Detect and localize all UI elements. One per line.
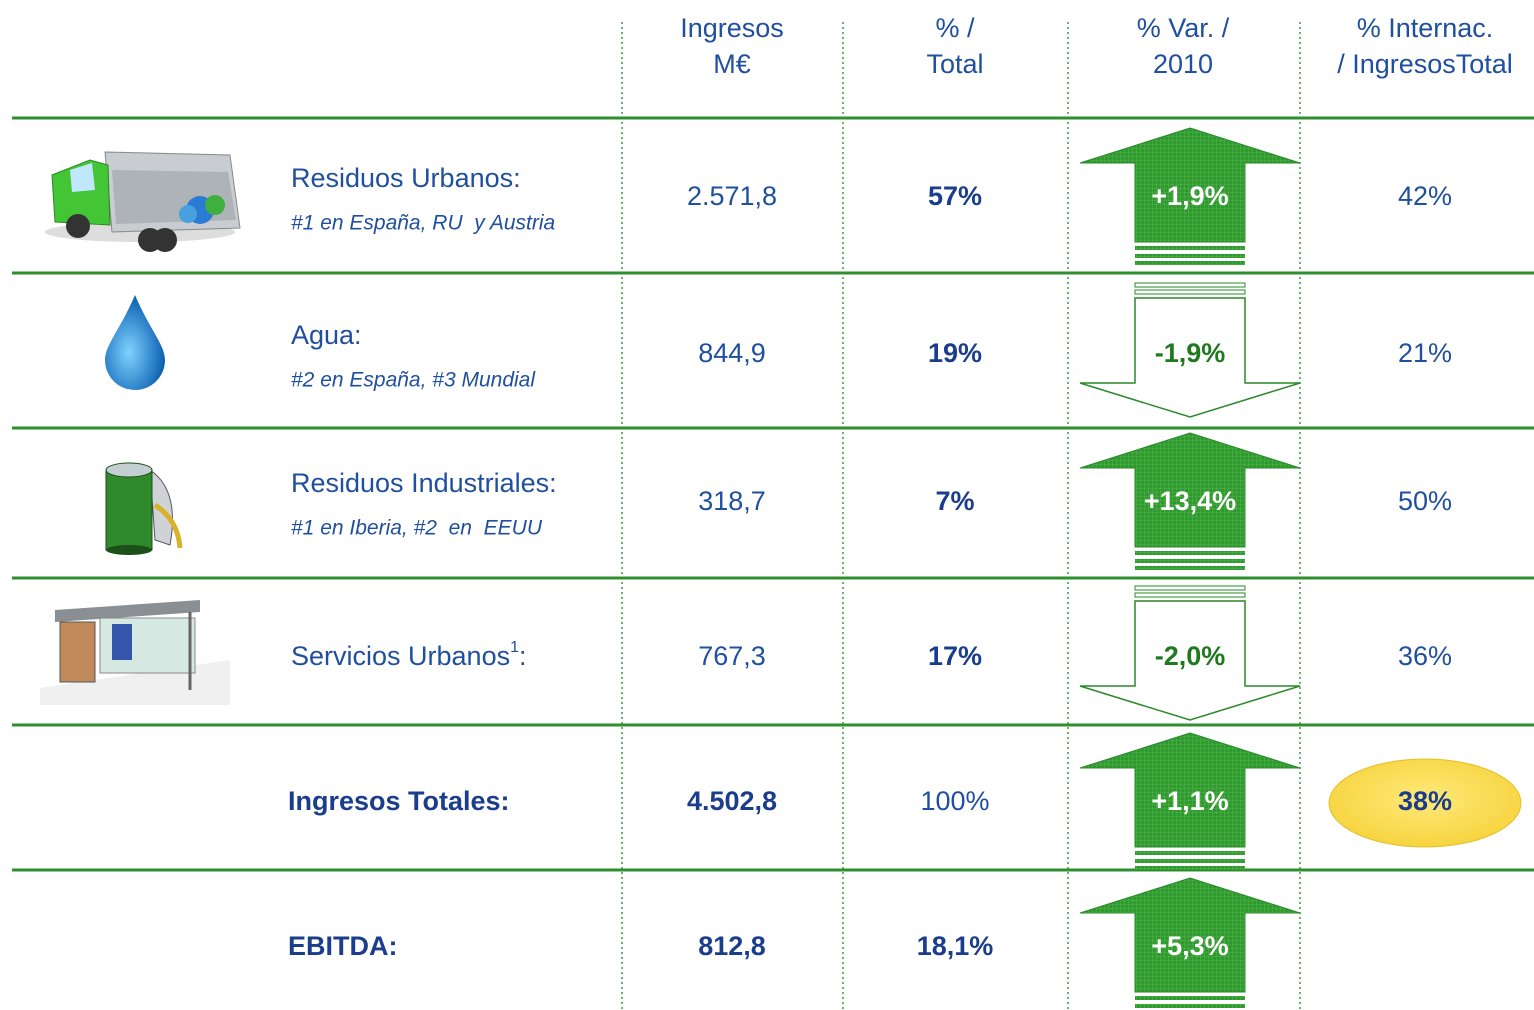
total-share-cell: 57% <box>928 181 982 211</box>
internac-cell: 36% <box>1398 641 1452 671</box>
arrow-stripe <box>1134 592 1246 598</box>
variation-cell: -2,0% <box>1155 641 1226 671</box>
total-share-cell: 100% <box>920 786 989 816</box>
up-arrow <box>1079 432 1301 548</box>
row-sublabel: #1 en Iberia, #2 en EEUU <box>291 517 543 540</box>
header-line: % Internac. <box>1357 13 1494 43</box>
row-sublabel: #2 en España, #3 Mundial <box>291 369 536 392</box>
icons <box>40 151 241 705</box>
internac-cell: 50% <box>1398 486 1452 516</box>
internac-cell: 42% <box>1398 181 1452 211</box>
variation-cell: +5,3% <box>1151 931 1228 961</box>
row-label-suffix: : <box>519 641 527 671</box>
row-sublabel: #1 en España, RU y Austria <box>291 212 555 235</box>
up-arrow <box>1079 877 1301 993</box>
variation-cell: -1,9% <box>1155 338 1226 368</box>
highlight-ellipse <box>1328 758 1522 848</box>
arrow-stripe <box>1135 1004 1245 1008</box>
ingresos-cell: 844,9 <box>698 338 766 368</box>
truck-icon <box>45 151 241 252</box>
total-share-cell: 18,1% <box>917 931 994 961</box>
arrow-stripe <box>1134 282 1246 288</box>
arrow-stripe <box>1135 559 1245 563</box>
arrow-stripe <box>1135 866 1245 870</box>
row-label: Residuos Industriales: <box>291 468 557 498</box>
arrow-stripe <box>1135 261 1245 265</box>
table: Ingresos M€ % / Total % Var. / 2010 % Internac… <box>288 13 1522 1008</box>
down-arrow <box>1079 297 1301 418</box>
variation-cell: +13,4% <box>1144 486 1236 516</box>
ingresos-cell: 2.571,8 <box>687 181 777 211</box>
arrow-stripe <box>1134 585 1246 591</box>
row-label: Residuos Urbanos: <box>291 163 521 193</box>
bus-shelter-icon <box>40 600 230 705</box>
arrow-stripe <box>1135 551 1245 555</box>
ingresos-cell: 318,7 <box>698 486 766 516</box>
header-line: Total <box>926 49 983 79</box>
column-header: Ingresos M€ <box>680 13 784 79</box>
barrel-icon <box>105 462 183 555</box>
variation-cell: +1,1% <box>1151 786 1228 816</box>
row-label: Ingresos Totales: <box>288 786 510 816</box>
total-share-cell: 7% <box>935 486 974 516</box>
row-label-text: Agua: <box>291 320 362 350</box>
column-header: % Var. / 2010 <box>1137 13 1230 79</box>
arrow-stripe <box>1135 246 1245 250</box>
arrow-stripe <box>1135 566 1245 570</box>
row-label-text: Servicios Urbanos <box>291 641 510 671</box>
header-line: % / <box>935 13 975 43</box>
down-arrow <box>1079 600 1301 721</box>
water-drop-icon <box>105 295 165 390</box>
header-line: Ingresos <box>680 13 784 43</box>
internac-cell: 21% <box>1398 338 1452 368</box>
column-header: % Internac. / IngresosTotal <box>1337 13 1513 79</box>
header-line: % Var. / <box>1137 13 1230 43</box>
arrow-stripe <box>1134 289 1246 295</box>
row-label: EBITDA: <box>288 931 398 961</box>
ingresos-cell: 812,8 <box>698 931 766 961</box>
row-label-text: Residuos Urbanos: <box>291 163 521 193</box>
variation-cell: +1,9% <box>1151 181 1228 211</box>
column-header: % / Total <box>926 13 983 79</box>
header-line: / IngresosTotal <box>1337 49 1513 79</box>
internac-cell: 38% <box>1398 786 1452 816</box>
ingresos-cell: 767,3 <box>698 641 766 671</box>
table-lines <box>12 22 1534 1010</box>
footnote-marker: 1 <box>510 639 519 656</box>
ingresos-cell: 4.502,8 <box>687 786 777 816</box>
up-arrow <box>1079 127 1301 243</box>
row-label-text: Residuos Industriales: <box>291 468 557 498</box>
arrow-stripe <box>1135 254 1245 258</box>
total-share-cell: 19% <box>928 338 982 368</box>
arrow-stripe <box>1135 851 1245 855</box>
up-arrow <box>1079 732 1301 848</box>
row-label: Agua: <box>291 320 362 350</box>
arrow-stripe <box>1135 859 1245 863</box>
total-share-cell: 17% <box>928 641 982 671</box>
arrow-stripe <box>1135 996 1245 1000</box>
row-label: Servicios Urbanos1: <box>291 639 527 671</box>
header-line: M€ <box>713 49 751 79</box>
header-line: 2010 <box>1153 49 1213 79</box>
